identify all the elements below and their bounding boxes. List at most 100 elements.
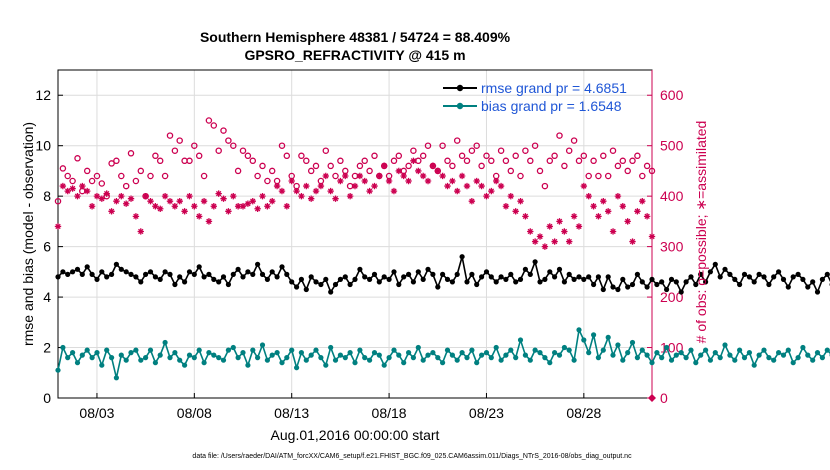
- x-tick-label: 08/18: [372, 405, 407, 421]
- assimilated-point: [371, 182, 378, 190]
- series-point: [659, 355, 665, 361]
- possible-point: [307, 167, 315, 175]
- assimilated-point: [244, 200, 252, 207]
- series-point: [303, 286, 309, 293]
- series-point: [566, 271, 572, 277]
- assimilated-point: [395, 167, 403, 175]
- series-point: [785, 347, 791, 353]
- possible-point: [225, 137, 232, 144]
- possible-point: [507, 167, 515, 175]
- legend-marker: [456, 84, 464, 92]
- series-point: [659, 279, 665, 285]
- possible-point: [453, 137, 461, 144]
- series-point: [406, 271, 412, 277]
- series-point: [571, 276, 577, 282]
- assimilated-point: [312, 187, 320, 195]
- series-point: [94, 350, 100, 356]
- series-point: [780, 352, 787, 358]
- series-point: [805, 352, 811, 358]
- series-point: [269, 269, 275, 275]
- series-point: [688, 274, 694, 280]
- series-point: [790, 360, 796, 366]
- possible-point: [98, 180, 106, 187]
- assimilated-point: [463, 182, 471, 190]
- series-point: [810, 279, 816, 285]
- possible-point: [220, 127, 227, 134]
- possible-point: [200, 172, 208, 180]
- series-point: [805, 284, 811, 290]
- series-point: [70, 269, 76, 275]
- assimilated-point: [317, 182, 325, 190]
- possible-point: [118, 172, 125, 180]
- x-axis-label: Aug.01,2016 00:00:00 start: [271, 427, 440, 443]
- possible-point: [191, 142, 198, 149]
- series-point: [513, 279, 519, 285]
- series-point: [537, 350, 543, 356]
- assimilated-point: [634, 208, 641, 215]
- assimilated-point: [234, 203, 242, 210]
- series-point: [464, 355, 470, 361]
- series-point: [284, 271, 290, 277]
- possible-point: [234, 167, 242, 175]
- series-point: [430, 350, 436, 356]
- possible-point: [371, 152, 378, 160]
- possible-point: [327, 162, 334, 170]
- y2-tick-label: 300: [660, 239, 684, 255]
- possible-point: [478, 162, 485, 170]
- series-point: [264, 276, 270, 282]
- possible-point: [215, 147, 222, 154]
- y2-zero-marker: [648, 394, 656, 402]
- possible-point: [619, 157, 627, 165]
- series-point: [342, 355, 348, 361]
- series-point: [220, 357, 227, 363]
- assimilated-point: [483, 192, 490, 200]
- assimilated-point: [492, 177, 500, 185]
- series-point: [157, 276, 163, 282]
- series-point: [600, 286, 606, 293]
- series-point: [737, 347, 743, 353]
- series-point: [357, 266, 363, 272]
- possible-point: [541, 182, 549, 190]
- possible-point: [264, 177, 271, 185]
- assimilated-point: [444, 182, 451, 190]
- series-point: [337, 276, 343, 282]
- series-point: [410, 279, 416, 285]
- assimilated-point: [429, 162, 437, 170]
- series-point: [732, 276, 738, 282]
- assimilated-point: [303, 182, 310, 190]
- possible-point: [634, 152, 641, 160]
- series-point: [133, 347, 139, 353]
- possible-point: [527, 157, 534, 165]
- series-point: [410, 355, 416, 361]
- assimilated-point: [410, 157, 417, 165]
- series-point: [688, 347, 694, 353]
- series-point: [683, 279, 689, 285]
- series-point: [732, 357, 738, 363]
- series-point: [751, 279, 757, 285]
- series-point: [644, 352, 650, 358]
- series-point: [727, 271, 733, 277]
- series-point: [332, 357, 339, 363]
- series-point: [89, 355, 95, 361]
- series-point: [211, 352, 217, 358]
- series-point: [727, 352, 733, 358]
- series-point: [469, 271, 475, 277]
- series-point: [459, 254, 465, 260]
- series-point: [250, 271, 256, 277]
- series-point: [673, 352, 679, 358]
- series-point: [201, 360, 207, 366]
- possible-point: [570, 137, 578, 144]
- series-point: [498, 357, 504, 363]
- series-point: [508, 271, 514, 277]
- series-point: [479, 274, 485, 280]
- assimilated-point: [307, 195, 315, 202]
- series-point: [182, 362, 188, 368]
- possible-point: [322, 147, 330, 154]
- series-point: [586, 350, 592, 356]
- possible-point: [303, 157, 310, 165]
- series-point: [391, 269, 397, 275]
- series-point: [522, 266, 529, 272]
- series-point: [415, 269, 421, 275]
- series-point: [289, 279, 295, 285]
- series-point: [683, 355, 689, 361]
